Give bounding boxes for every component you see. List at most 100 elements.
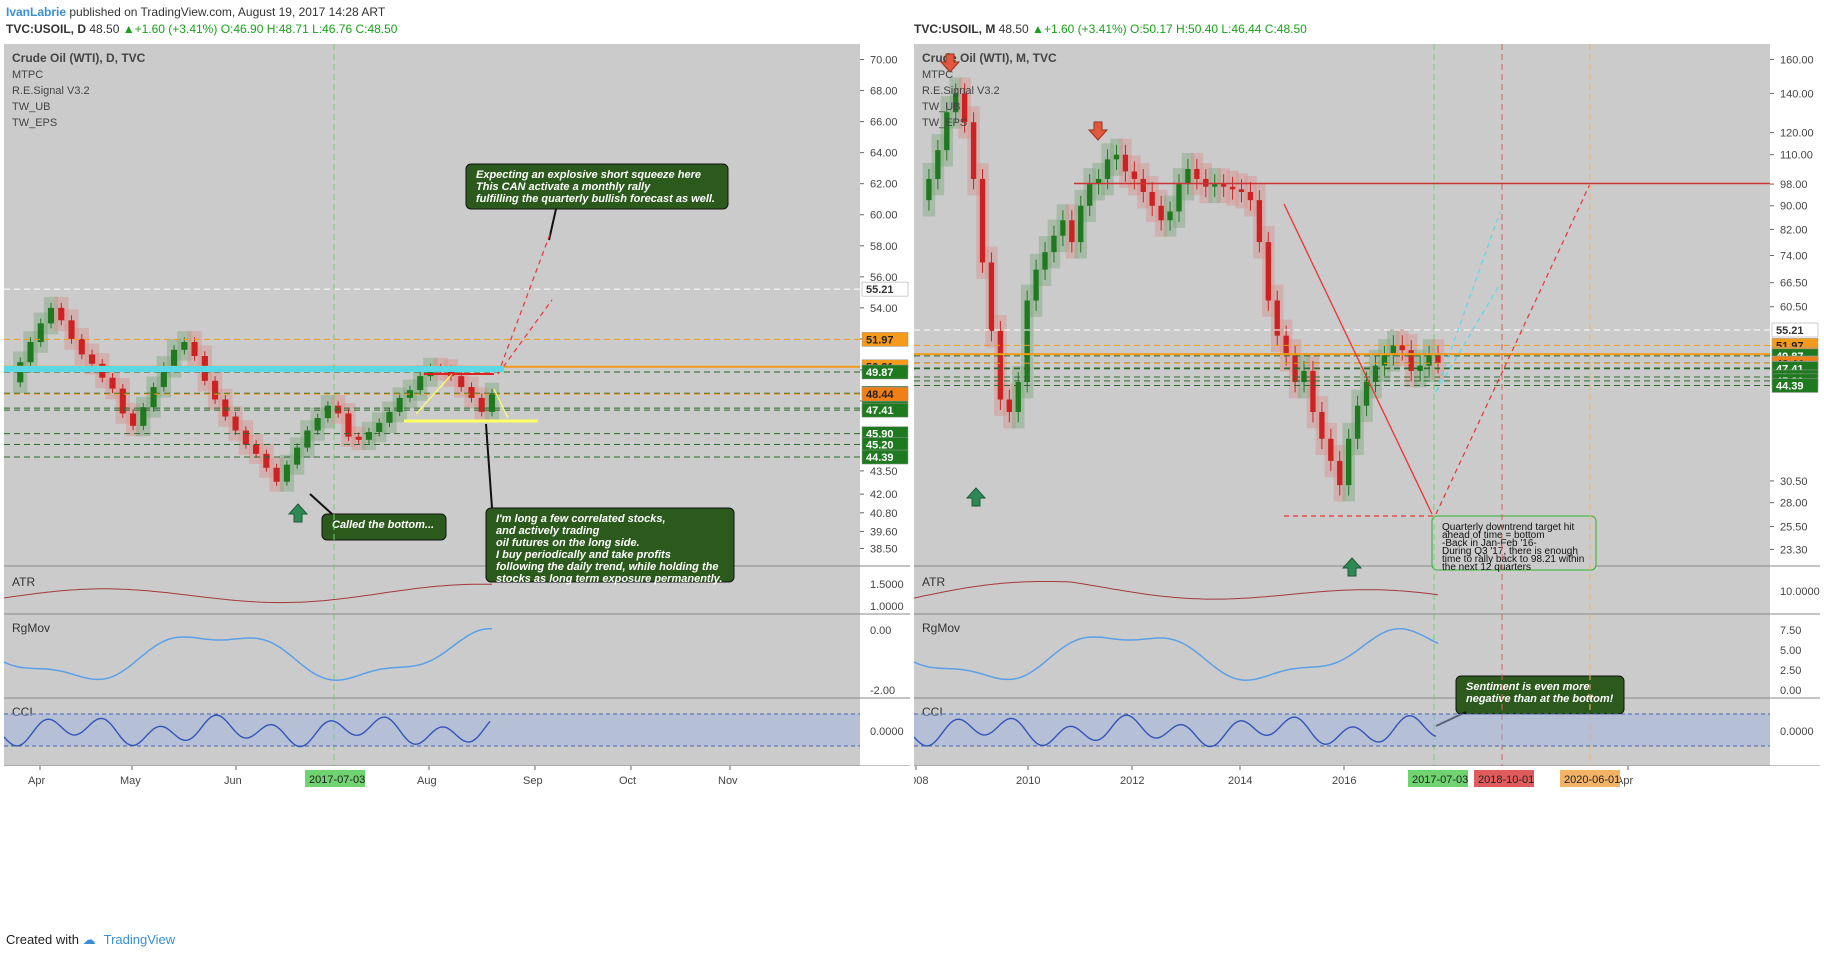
time-tick-label: 2010 xyxy=(1016,775,1040,787)
candle-body xyxy=(458,376,465,388)
indicator-name: ATR xyxy=(12,575,35,589)
candle-body xyxy=(1078,205,1084,243)
candle-body xyxy=(1247,191,1254,201)
price-tick-label: 40.80 xyxy=(870,508,898,520)
annotation-callout[interactable]: Expecting an explosive short squeeze her… xyxy=(465,163,729,241)
indicator-tick-label: -2.00 xyxy=(870,685,895,697)
candle-body xyxy=(488,393,496,412)
price-tick-label: 66.00 xyxy=(870,117,898,129)
publish-text: published on TradingView.com, August 19,… xyxy=(66,5,386,19)
indicator-tick-label: 0.0000 xyxy=(1780,726,1814,738)
candle-body xyxy=(988,262,995,331)
right-price: 48.50 xyxy=(998,22,1029,36)
cci-band xyxy=(4,714,860,746)
right-chart-panel[interactable]: 160.00 140.00 120.00 110.00 98.00 90.00 82.00 7… xyxy=(914,44,1820,908)
price-tick-label: 160.00 xyxy=(1780,54,1814,66)
price-tick-label: 56.00 xyxy=(870,272,898,284)
candle-body xyxy=(1158,205,1164,221)
legend-item: TW_UB xyxy=(922,101,961,113)
candle-body xyxy=(1122,154,1129,172)
annotation-callout[interactable]: Sentiment is even more negative than at t… xyxy=(1435,675,1625,727)
candle-body xyxy=(365,432,373,440)
candle-body xyxy=(160,366,167,388)
candle-body xyxy=(253,444,260,454)
candle-body xyxy=(1381,355,1388,366)
legend-item: TW_EPS xyxy=(12,117,57,129)
indicator-tick-label: 2.50 xyxy=(1780,665,1801,677)
candle-body xyxy=(1095,178,1102,185)
candle-body xyxy=(1033,269,1039,301)
candle-body xyxy=(109,377,116,389)
projection-line xyxy=(1435,283,1501,393)
publish-line: IvanLabrie published on TradingView.com,… xyxy=(6,5,385,19)
time-tick-label: 2012 xyxy=(1120,775,1144,787)
price-label-text: 55.21 xyxy=(866,284,894,296)
time-highlight-badge: 2017-07-03 xyxy=(1408,770,1468,787)
candle-body xyxy=(478,397,485,412)
callout-text: I'm long a few correlated stocks, and act… xyxy=(496,513,722,585)
candle-body xyxy=(1131,171,1138,179)
legend-item: MTPC xyxy=(922,69,953,81)
candle-body xyxy=(181,342,188,350)
time-highlight-text: 2017-07-03 xyxy=(309,774,365,786)
cci-band xyxy=(914,714,1770,746)
candle-body xyxy=(1024,300,1030,383)
price-tick-label: 82.00 xyxy=(1780,224,1808,236)
candle-body xyxy=(345,413,352,437)
right-change: +1.60 (+3.41%) xyxy=(1043,22,1127,36)
candle-body xyxy=(1408,350,1414,371)
price-tick-label: 60.50 xyxy=(1780,302,1808,314)
tradingview-link[interactable]: TradingView xyxy=(103,932,176,947)
callout-text: Called the bottom... xyxy=(332,519,434,531)
candle-body xyxy=(88,354,96,364)
candle-body xyxy=(1435,355,1441,363)
candle-body xyxy=(355,436,362,440)
legend-item: MTPC xyxy=(12,69,43,81)
price-tick-label: 38.50 xyxy=(870,543,898,555)
time-highlight-badge: 2018-10-01 xyxy=(1474,770,1534,787)
callout-text: Sentiment is even more negative than at t… xyxy=(1466,681,1614,705)
candle-body xyxy=(314,418,321,431)
candle-body xyxy=(1113,154,1120,160)
legend-item: TW_UB xyxy=(12,101,51,113)
candle-body xyxy=(1069,220,1075,243)
candle-body xyxy=(386,411,393,423)
rgmov-line xyxy=(4,627,493,681)
price-tick-label: 68.00 xyxy=(870,86,898,98)
price-tick-label: 110.00 xyxy=(1780,150,1813,162)
candle-body xyxy=(926,178,932,201)
author-link[interactable]: IvanLabrie xyxy=(6,5,67,19)
candle-body xyxy=(27,342,34,363)
left-price: 48.50 xyxy=(89,22,120,36)
bottom-arrow-icon xyxy=(965,487,987,507)
candle-body xyxy=(47,307,55,324)
price-label-badge: 55.21 xyxy=(861,281,909,297)
candle-body xyxy=(191,342,198,356)
time-tick-label: 2014 xyxy=(1228,775,1252,787)
price-label-text: 51.97 xyxy=(866,334,894,346)
candle-body xyxy=(417,376,424,391)
price-tick-label: 43.50 xyxy=(870,466,898,478)
candle-body xyxy=(1060,220,1066,236)
candle-body xyxy=(304,430,311,448)
price-label-badge: 45.20 xyxy=(861,437,909,452)
left-chart-panel[interactable]: 70.00 68.00 66.00 64.00 62.00 60.00 58.00 56.00… xyxy=(4,44,910,908)
annotation-callout[interactable]: I'm long a few correlated stocks, and act… xyxy=(485,423,735,585)
time-highlight-badge: 2017-07-03 xyxy=(305,770,365,787)
time-highlight-text: 2018-10-01 xyxy=(1478,774,1534,786)
price-label-badge: 51.97 xyxy=(861,332,909,347)
candle-body xyxy=(944,112,950,151)
atr-line xyxy=(4,583,493,604)
time-axis xyxy=(914,766,1820,908)
annotation-callout[interactable]: Called the bottom... xyxy=(309,493,447,541)
candle-body xyxy=(1274,300,1280,336)
annotation-callout[interactable]: Quarterly downtrend target hit ahead of t… xyxy=(1431,515,1597,573)
price-tick-label: 74.00 xyxy=(1780,251,1808,263)
projection-line xyxy=(1435,183,1591,515)
time-tick-label: 2016 xyxy=(1332,775,1356,787)
candle-body xyxy=(1140,178,1146,192)
price-tick-label: 54.00 xyxy=(870,303,898,315)
candle-body xyxy=(150,387,157,408)
price-label-text: 47.41 xyxy=(866,405,894,417)
candle-body xyxy=(1149,191,1155,206)
